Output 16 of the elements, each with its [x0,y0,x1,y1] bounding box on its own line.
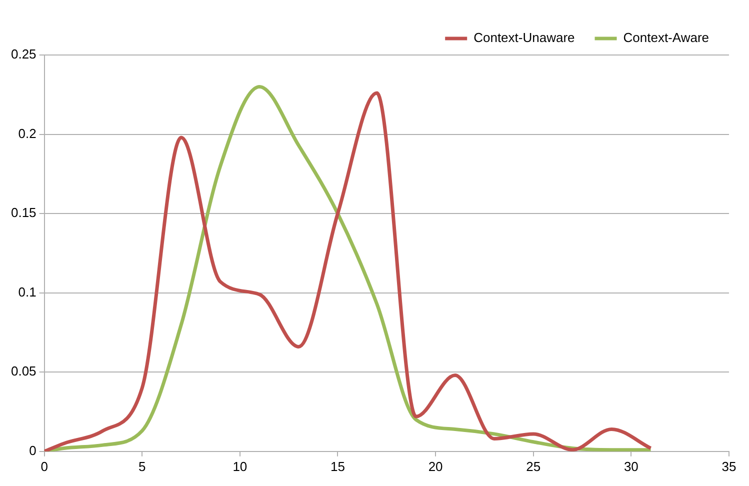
x-tick-label: 0 [40,458,48,474]
y-tick-label: 0.05 [10,364,36,379]
x-tick-label: 30 [624,458,638,474]
y-tick-label: 0.25 [10,46,36,62]
x-tick-label: 5 [138,458,146,474]
x-tick-label: 10 [232,458,248,474]
legend-label: Context-Unaware [474,30,575,46]
y-tick-label: 0.15 [10,205,36,220]
x-tick-label: 35 [722,458,736,474]
x-tick-label: 15 [330,458,345,474]
x-tick-label: 20 [428,458,443,474]
y-tick-label: 0.1 [18,284,36,300]
y-tick-label: 0.2 [18,126,36,141]
legend-label: Context-Aware [623,30,710,46]
y-tick-label: 0 [29,442,36,458]
x-tick-label: 25 [526,458,541,474]
